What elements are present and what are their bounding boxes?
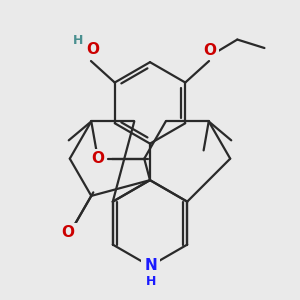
Text: O: O [204,43,217,58]
Text: H: H [146,275,156,289]
Text: O: O [91,151,104,166]
Text: N: N [144,258,157,273]
Text: H: H [73,34,84,47]
Text: O: O [61,225,74,240]
Text: O: O [86,42,99,57]
